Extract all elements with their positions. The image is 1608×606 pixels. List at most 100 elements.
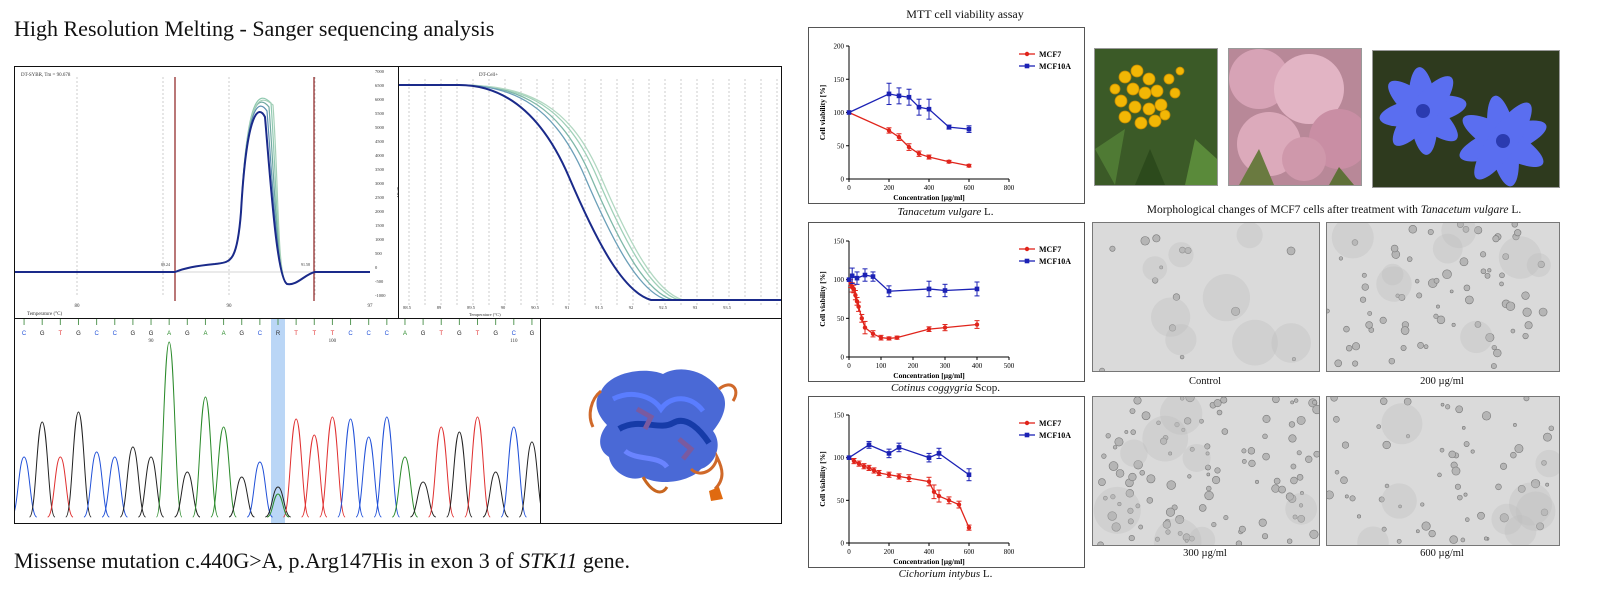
cell xyxy=(1300,491,1304,496)
cell xyxy=(1165,507,1176,517)
cell xyxy=(1327,490,1334,500)
caption-author: L. xyxy=(981,206,994,218)
cell xyxy=(1129,408,1136,415)
cell xyxy=(1278,485,1286,494)
y-tick-label: 0 xyxy=(375,265,378,270)
chromatogram-peak xyxy=(464,416,491,518)
cell-cluster xyxy=(1159,397,1203,435)
base-call: A xyxy=(167,331,171,337)
x-tick-label: 400 xyxy=(924,184,935,192)
cell xyxy=(1451,466,1461,476)
cell xyxy=(1380,397,1388,405)
cell xyxy=(1460,537,1466,543)
caption-gene: STK11 xyxy=(519,548,578,573)
data-point-mcf7 xyxy=(894,335,900,340)
cell xyxy=(1160,437,1168,445)
cell xyxy=(1500,462,1508,470)
cell xyxy=(1111,522,1121,532)
x-tick-label: 400 xyxy=(924,548,935,556)
x-tick-label: 88.5 xyxy=(403,305,412,310)
data-point-mcf7 xyxy=(862,325,868,330)
cell xyxy=(1296,415,1306,425)
x-axis-label: Temperature (°C) xyxy=(469,312,501,317)
cell-cluster xyxy=(1508,482,1552,526)
cell xyxy=(1220,397,1228,404)
data-point-mcf7 xyxy=(896,474,902,479)
cell xyxy=(1313,450,1319,458)
position-label: 100 xyxy=(329,339,337,344)
data-point-mcf10a xyxy=(896,445,902,450)
cell-cluster xyxy=(1381,263,1404,286)
cell xyxy=(1221,428,1229,435)
micrograph-caption-600: 600 µg/ml xyxy=(1420,548,1464,559)
cell xyxy=(1212,475,1221,485)
cell xyxy=(1484,536,1488,541)
cell xyxy=(1125,489,1135,498)
data-point-mcf7 xyxy=(878,335,884,340)
photo-tanacetum xyxy=(1094,48,1218,186)
cell xyxy=(1406,256,1413,262)
cell xyxy=(1456,223,1464,228)
base-call: C xyxy=(22,331,27,337)
series-line-mcf10a xyxy=(848,274,978,292)
y-tick-label: 5000 xyxy=(375,125,385,130)
cell xyxy=(1433,277,1440,284)
position-label: 110 xyxy=(510,339,518,344)
data-point-mcf10a xyxy=(926,106,932,112)
cell xyxy=(1490,363,1497,370)
chromatogram-peak xyxy=(29,421,56,518)
melt-curve-3 xyxy=(15,105,370,285)
data-point-mcf7 xyxy=(859,316,864,321)
base-call: C xyxy=(367,331,372,337)
data-point-mcf7 xyxy=(856,461,862,466)
cell xyxy=(1189,535,1195,542)
data-point-mcf7 xyxy=(966,525,972,530)
cell xyxy=(1286,538,1293,544)
cell xyxy=(1428,529,1436,538)
cell xyxy=(1130,429,1136,435)
chromatogram-peak xyxy=(301,434,328,518)
x-tick-label: 97 xyxy=(368,304,374,309)
cell xyxy=(1238,525,1246,533)
chromatogram-peak xyxy=(83,451,110,518)
base-call: C xyxy=(512,331,517,337)
legend-marker xyxy=(1024,258,1030,264)
photo-cichorium xyxy=(1372,50,1560,188)
cell xyxy=(1296,450,1302,456)
data-point-mcf7 xyxy=(916,151,922,156)
base-call: G xyxy=(530,331,535,337)
base-call: A xyxy=(222,331,226,337)
protein-structure-image xyxy=(588,369,738,501)
morphology-title-prefix: Morphological changes of MCF7 cells afte… xyxy=(1146,204,1421,216)
x-tick-label: 800 xyxy=(1004,184,1015,192)
hrm-normalized-panel: DT-Cell+ 88.5 89 89.5 90 90.5 91 91.5 92 92.5 93 93… xyxy=(398,66,782,320)
chromatogram-peak xyxy=(65,411,92,518)
mutation-highlight xyxy=(271,319,285,523)
cell xyxy=(1327,308,1330,314)
x-tick-label: 0 xyxy=(847,548,851,556)
y-tick-label: 4500 xyxy=(375,139,385,144)
morphology-title-suffix: L. xyxy=(1508,204,1522,216)
chromatogram-peak xyxy=(119,446,147,518)
cell xyxy=(1291,357,1296,362)
chromatogram-peak xyxy=(47,456,74,518)
cell xyxy=(1400,344,1407,351)
cell xyxy=(1128,472,1137,482)
caption-species: Cotinus coggygria xyxy=(890,382,973,394)
cell xyxy=(1156,420,1161,426)
cell xyxy=(1537,260,1545,269)
cell xyxy=(1477,511,1485,520)
main-title: High Resolution Melting - Sanger sequenc… xyxy=(14,16,495,41)
cell xyxy=(1408,225,1418,234)
data-point-mcf7 xyxy=(886,472,892,477)
series-line-mcf7 xyxy=(848,111,970,167)
cell xyxy=(1491,344,1497,351)
data-point-mcf7 xyxy=(871,468,877,473)
cell xyxy=(1459,257,1469,267)
cell-cluster xyxy=(1120,439,1148,467)
sanger-chromatogram: C G T G C C G G A G A A G C R T T T C C C A G T G T G C G 90 100 110 xyxy=(15,319,541,523)
cell xyxy=(1271,484,1280,493)
data-point-mcf10a xyxy=(936,451,942,456)
cell xyxy=(1205,451,1210,456)
cell xyxy=(1330,397,1338,402)
